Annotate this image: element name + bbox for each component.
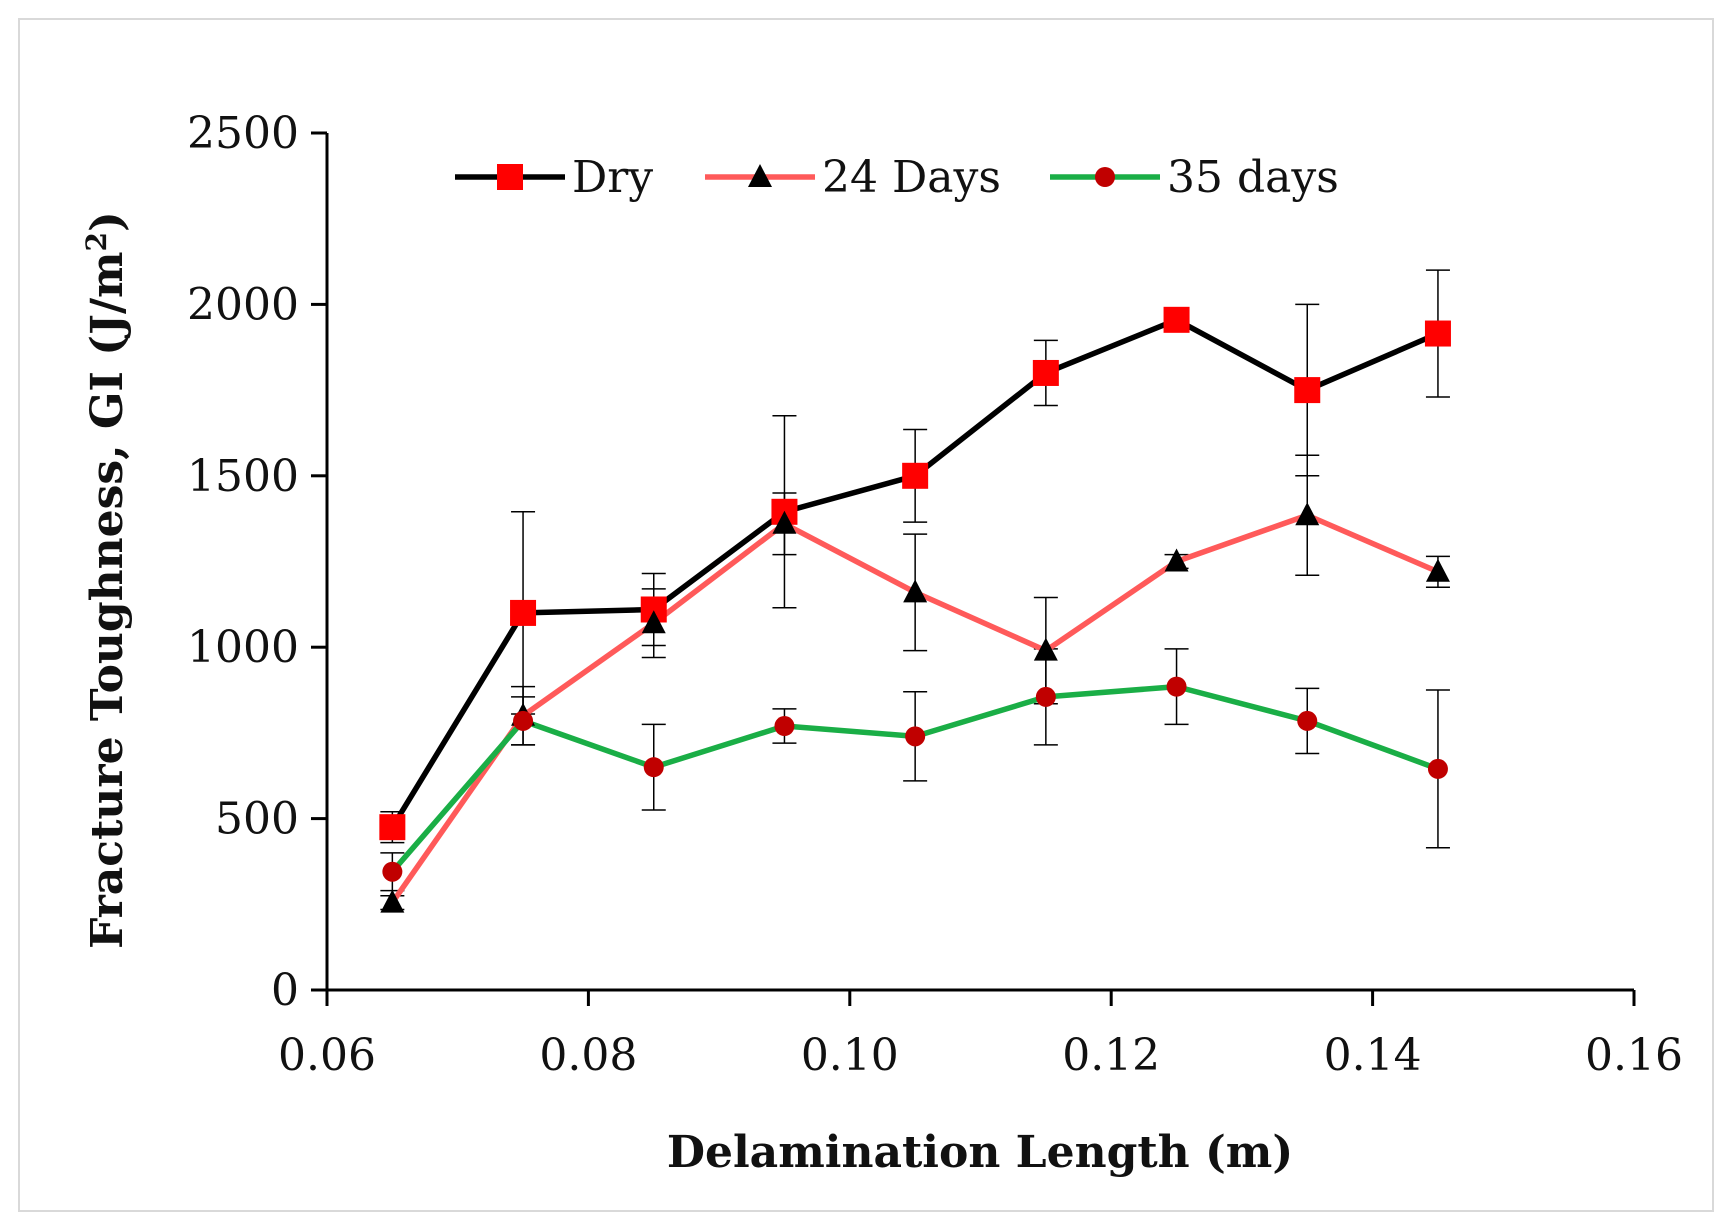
y-axis-title-close: ) — [82, 211, 133, 232]
dry-data-point — [510, 599, 537, 626]
y-tick-label: 2500 — [187, 108, 299, 159]
dry-data-point — [1424, 320, 1451, 347]
y-tick-label: 1500 — [187, 451, 299, 502]
35-days-data-point — [1035, 686, 1056, 707]
24-days-data-point — [772, 510, 797, 534]
35-days-data-point — [905, 726, 926, 747]
y-tick-label: 1000 — [187, 622, 299, 673]
series-markers — [379, 306, 1451, 913]
legend-item-dry: Dry — [455, 152, 653, 203]
24-days-data-point — [1425, 558, 1450, 582]
y-tick-label: 0 — [271, 965, 299, 1016]
24-days-data-point — [641, 610, 666, 634]
35-days-data-point — [643, 757, 664, 778]
24-days-data-point — [903, 579, 928, 603]
24-days-data-point — [380, 889, 405, 913]
x-tick-label: 0.08 — [539, 1030, 637, 1081]
dry-data-point — [902, 462, 929, 489]
legend-item-24-days: 24 Days — [705, 152, 1001, 203]
x-tick-label: 0.06 — [278, 1030, 376, 1081]
x-tick-label: 0.12 — [1062, 1030, 1160, 1081]
legend-marker-dry — [497, 164, 523, 190]
legend-marker-35-days — [1095, 167, 1115, 187]
35-days-data-point — [1297, 710, 1318, 731]
dry-data-point — [1032, 359, 1059, 386]
35-days-data-point — [513, 710, 534, 731]
y-tick-label: 500 — [215, 794, 299, 845]
legend-label-35-days: 35 days — [1167, 152, 1339, 203]
y-axis-title-main: Fracture Toughness, GI (J/m — [82, 251, 133, 948]
35-days-data-point — [1427, 758, 1448, 779]
x-tick-label: 0.16 — [1585, 1030, 1683, 1081]
y-axis-title: Fracture Toughness, GI (J/m2) — [80, 211, 133, 949]
x-tick-label: 0.14 — [1324, 1030, 1422, 1081]
x-ticks: 0.06 0.08 0.10 0.12 0.14 0.16 — [278, 990, 1683, 1081]
x-tick-label: 0.10 — [801, 1030, 899, 1081]
y-ticks: 0 500 1000 1500 2000 2500 — [187, 108, 327, 1016]
axes: 0 500 1000 1500 2000 2500 0.06 0.08 0.10 0.12 0.1… — [187, 108, 1683, 1081]
chart-frame — [18, 18, 1714, 1212]
dry-data-point — [379, 814, 406, 841]
x-axis-title: Delamination Length (m) — [667, 1127, 1293, 1178]
dry-data-point — [1294, 377, 1321, 404]
35-days-data-point — [382, 861, 403, 882]
legend-label-dry: Dry — [572, 152, 653, 203]
y-axis-title-superscript: 2 — [80, 232, 113, 251]
24-days-data-point — [1164, 548, 1189, 572]
dry-data-point — [1163, 306, 1190, 333]
35-days-data-point — [1166, 676, 1187, 697]
legend-marker-24-days — [748, 164, 772, 187]
legend-item-35-days: 35 days — [1050, 152, 1339, 203]
24-days-data-point — [1295, 502, 1320, 526]
y-tick-label: 2000 — [187, 279, 299, 330]
legend: Dry 24 Days 35 days — [455, 152, 1339, 203]
35-days-data-point — [774, 716, 795, 737]
legend-label-24-days: 24 Days — [822, 152, 1001, 203]
24-days-data-point — [1033, 637, 1058, 661]
